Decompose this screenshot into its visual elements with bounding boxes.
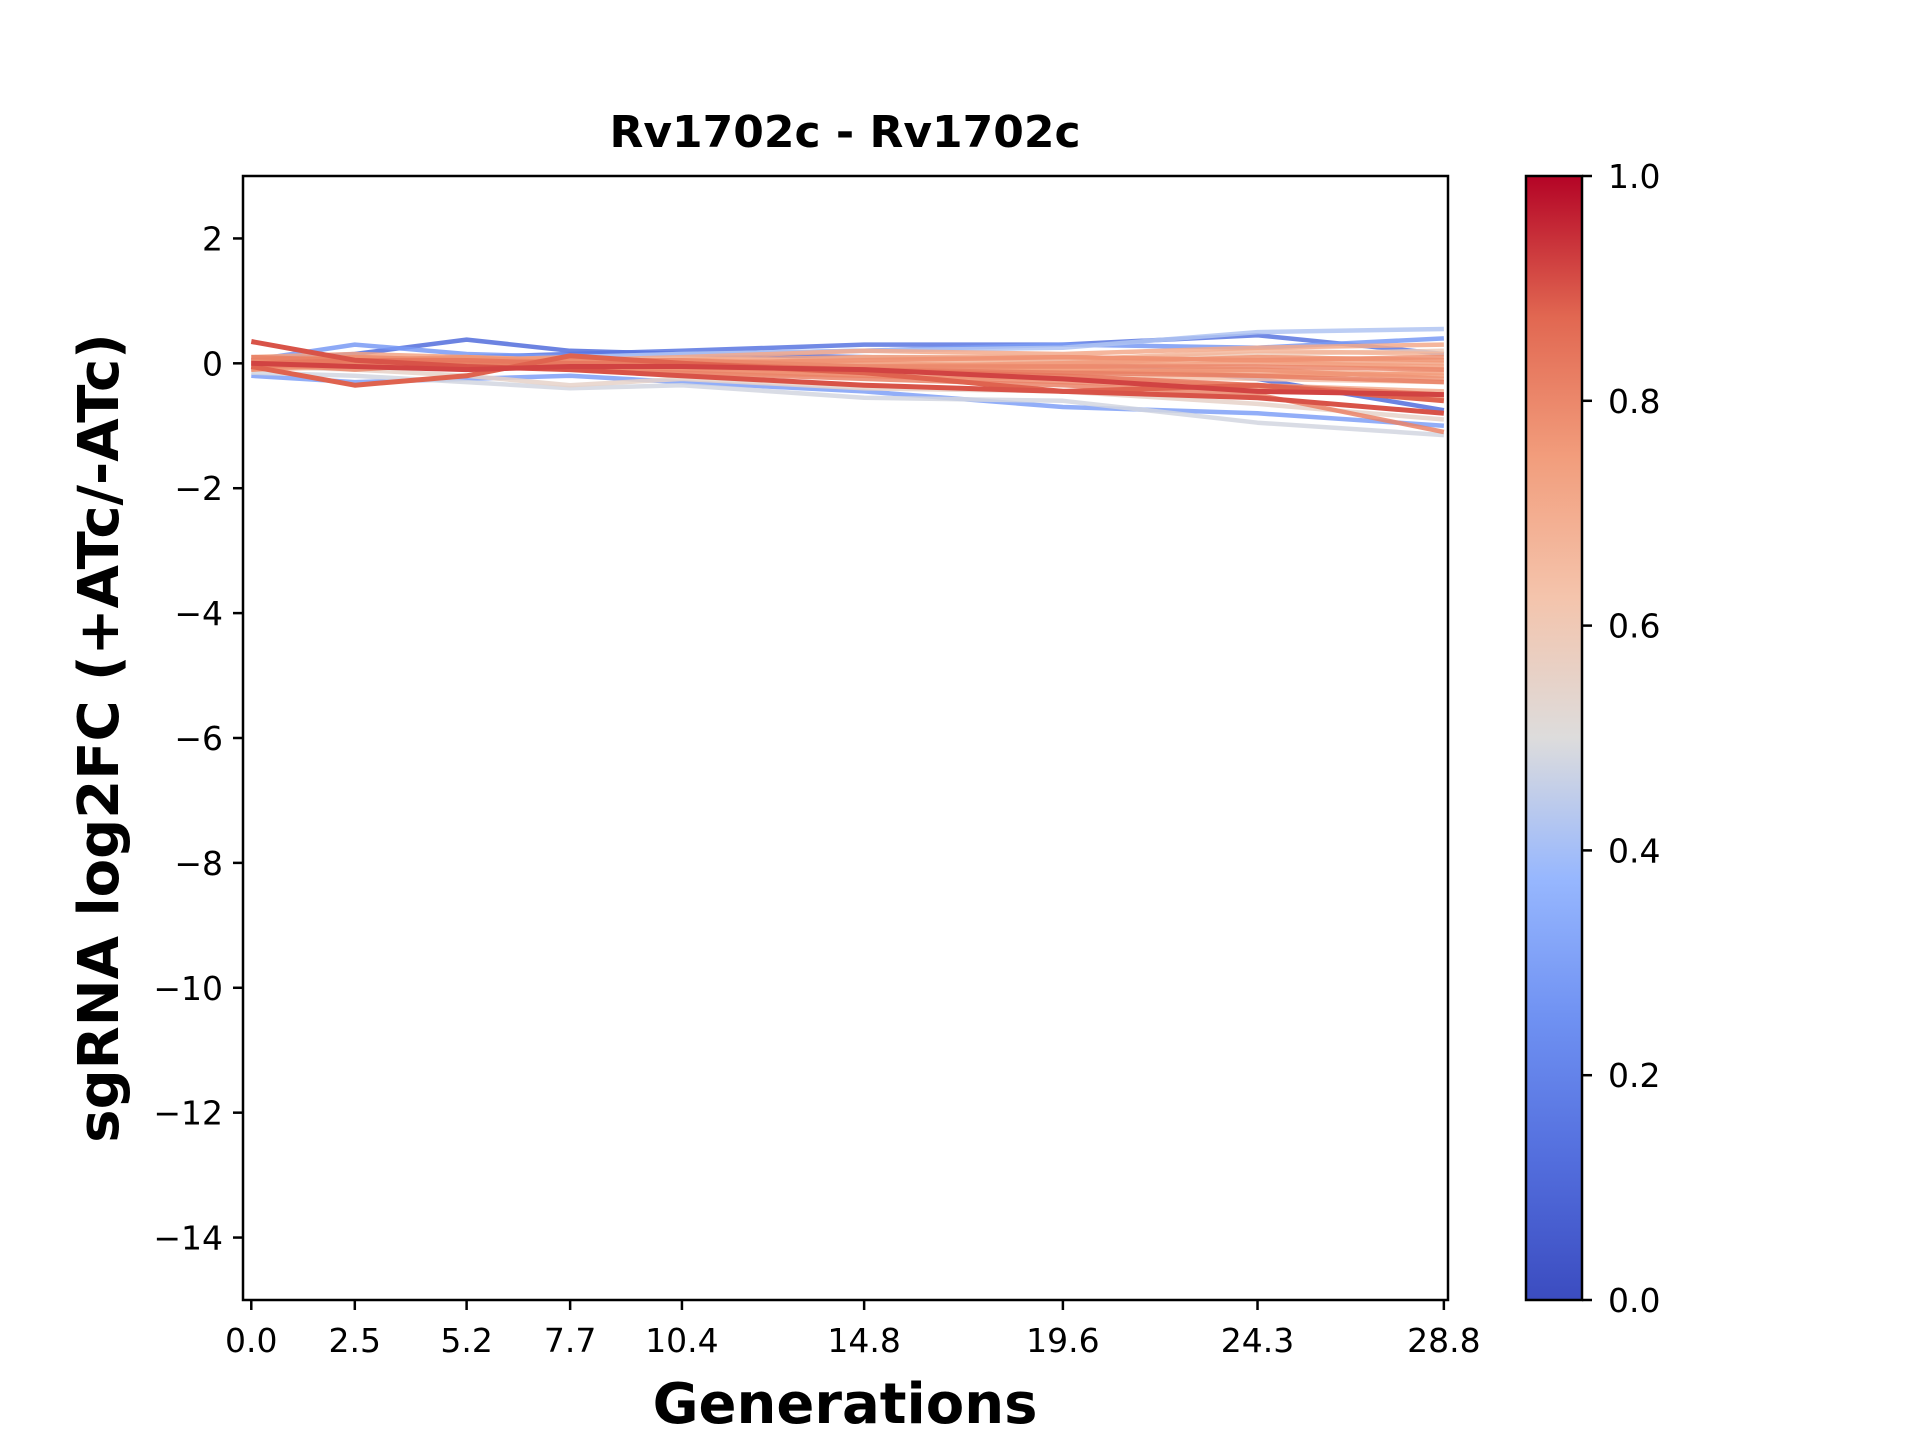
colorbar-tick-label: 0.8	[1608, 382, 1660, 421]
y-tick-label: 0	[202, 344, 223, 383]
x-tick-label: 0.0	[225, 1321, 277, 1360]
x-tick-label: 24.3	[1221, 1321, 1294, 1360]
chart-title: Rv1702c - Rv1702c	[609, 107, 1080, 158]
y-tick-label: −2	[174, 469, 223, 508]
y-tick-label: −14	[153, 1219, 223, 1258]
x-tick-label: 28.8	[1407, 1321, 1480, 1360]
x-tick-label: 7.7	[544, 1321, 596, 1360]
colorbar	[1524, 174, 1584, 1302]
y-axis-ticks: 2 0 −2 −4 −6 −8 −10 −12 −14	[153, 219, 243, 1258]
y-axis-label: sgRNA log2FC (+ATc/-ATc)	[67, 333, 132, 1143]
y-tick-label: −4	[174, 594, 223, 633]
x-tick-label: 10.4	[645, 1321, 718, 1360]
colorbar-ticks: 0.0 0.2 0.4 0.6 0.8 1.0	[1582, 157, 1660, 1320]
y-tick-label: −10	[153, 969, 223, 1008]
colorbar-tick-label: 0.2	[1608, 1056, 1660, 1095]
y-tick-label: −6	[174, 719, 223, 758]
x-tick-label: 2.5	[329, 1321, 381, 1360]
colorbar-tick-label: 0.0	[1608, 1281, 1660, 1320]
y-tick-label: −12	[153, 1094, 223, 1133]
x-axis-label: Generations	[653, 1372, 1038, 1437]
series-line	[250, 339, 1445, 416]
series-line	[251, 360, 1444, 398]
x-tick-label: 5.2	[440, 1321, 492, 1360]
series-layer	[250, 326, 1445, 438]
y-tick-label: −8	[174, 844, 223, 883]
x-tick-label: 14.8	[827, 1321, 900, 1360]
x-tick-label: 19.6	[1026, 1321, 1099, 1360]
x-axis-ticks: 0.0 2.5 5.2 7.7 10.4 14.8 19.6 24.3 28.8	[225, 1300, 1481, 1360]
series-line	[251, 370, 1445, 438]
colorbar-tick-label: 0.6	[1608, 607, 1660, 646]
colorbar-tick-label: 1.0	[1608, 157, 1660, 196]
y-tick-label: 2	[202, 219, 223, 258]
series-line	[251, 364, 1445, 422]
colorbar-tick-label: 0.4	[1608, 831, 1660, 870]
